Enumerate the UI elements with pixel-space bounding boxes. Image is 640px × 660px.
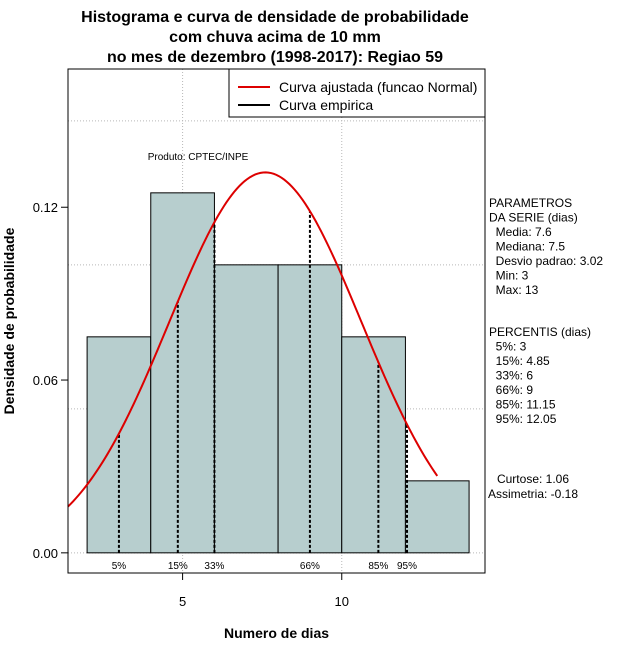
skewness-stat: Assimetria: -0.18 [488,487,578,501]
normal-curve [67,171,439,508]
y-tick-label: 0.06 [33,373,58,388]
chart-title-line: no mes de dezembro (1998-2017): Regiao 5… [107,49,443,66]
chart-title-line: Histograma e curva de densidade de proba… [81,9,469,26]
histogram-bar [150,192,215,554]
percentile-label: 5% [112,561,127,572]
histogram-bar [341,336,406,554]
percentile-label: 95% [397,561,417,572]
histogram-bar [213,264,279,554]
kurtosis-stat: Curtose: 1.06 [497,472,569,486]
x-axis-title: Numero de dias [224,625,329,641]
percentile-stat-line: 95%: 12.05 [489,412,557,426]
parameter-line: DA SERIE (dias) [489,211,578,225]
parameter-line: PARAMETROS [489,196,572,210]
parameter-line: Desvio padrao: 3.02 [489,254,603,268]
chart-title-line: com chuva acima de 10 mm [169,29,381,46]
legend-label: Curva ajustada (funcao Normal) [279,79,477,95]
y-tick-label: 0.00 [33,546,58,561]
percentile-stat-line: PERCENTIS (dias) [489,325,591,339]
percentile-stat-line: 66%: 9 [489,383,533,397]
x-tick-label: 10 [335,594,349,609]
percentile-label: 85% [368,561,388,572]
percentile-label: 33% [204,561,224,572]
legend-box [228,68,486,118]
parameter-line: Media: 7.6 [489,225,552,239]
percentile-stat-line: 33%: 6 [489,369,533,383]
parameter-line: Max: 13 [489,283,539,297]
histogram-bar [277,264,343,554]
percentile-stat-line: 85%: 11.15 [489,398,556,412]
x-tick-label: 5 [179,594,186,609]
histogram-bar [404,480,470,554]
parameter-line: Min: 3 [489,269,529,283]
parameter-line: Mediana: 7.5 [489,240,565,254]
y-axis-title: Densidade de probabilidade [1,227,17,414]
y-tick-label: 0.12 [33,200,58,215]
product-annotation: Produto: CPTEC/INPE [148,152,249,163]
percentile-stat-line: 15%: 4.85 [489,354,550,368]
percentile-stat-line: 5%: 3 [489,340,527,354]
percentile-label: 66% [300,561,320,572]
percentile-label: 15% [168,561,188,572]
legend-label: Curva empirica [279,97,373,113]
